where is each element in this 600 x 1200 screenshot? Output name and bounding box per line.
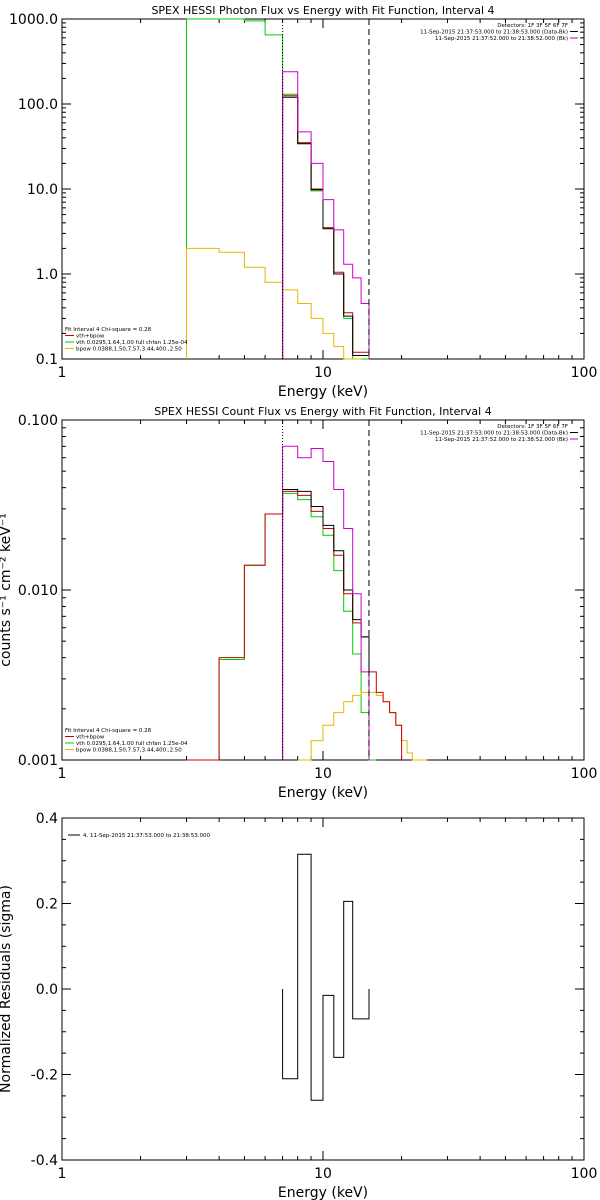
legend-entry: vth+bpow [76, 735, 105, 741]
y-tick-label: 0.0 [36, 982, 58, 998]
chart-panel-3: 1 10 100 Energy (keV) -0.4 -0.2 0.0 0.2 0.4 Norma… [0, 811, 597, 1200]
legend-entry: vth 0.0295,1.64,1.00 full chfan 1.25e-04 [76, 741, 188, 747]
series-vth [186, 492, 377, 761]
x-tick-label: 100 [571, 766, 598, 782]
header-line: 11-Sep-2015 21:37:53.000 to 21:38:53.000… [420, 30, 568, 36]
plot-frame [61, 419, 585, 761]
series-bpow [297, 691, 427, 761]
legend-entry: 4. 11-Sep-2015 21:37:53.000 to 21:38:53.… [83, 833, 210, 839]
y-tick-label: 1.0 [36, 267, 58, 283]
series-data [282, 71, 370, 359]
x-tick-label: 1 [58, 365, 67, 381]
y-tick-label: 10.0 [27, 182, 58, 198]
y-tick-label: 1000.0 [9, 12, 58, 28]
chart-panel-1: SPEX HESSI Photon Flux vs Energy with Fi… [9, 4, 597, 400]
y-tick-label: 0.2 [36, 897, 58, 913]
chart-title: SPEX HESSI Count Flux vs Energy with Fit… [154, 405, 491, 418]
x-axis-label: Energy (keV) [278, 785, 368, 801]
chart-title: SPEX HESSI Photon Flux vs Energy with Fi… [151, 4, 494, 17]
x-axis-label: Energy (keV) [278, 1185, 368, 1200]
series-residuals [282, 853, 370, 1101]
series-vth-bpow [282, 95, 370, 359]
series-bpow [186, 247, 362, 360]
y-tick-label: -0.4 [31, 1153, 58, 1169]
header-line: 11-Sep-2015 21:37:53.000 to 21:38:53.000… [420, 431, 568, 437]
x-tick-label: 100 [571, 1166, 598, 1182]
y-axis-label: counts s⁻¹ cm⁻² keV⁻¹ [0, 513, 14, 667]
x-axis-label: Energy (keV) [278, 384, 368, 400]
header-line: 11-Sep-2015 21:37:52.000 to 21:38:52.000… [435, 36, 568, 42]
legend-entry: Fit Interval 4 Chi-square = 0.28 [65, 327, 152, 333]
header-line: Detectors: 1F 3F 5F 6F 7F [497, 23, 568, 29]
y-tick-label: 0.001 [18, 753, 58, 769]
legend-entry: bpow 0.0388,1.50,7.57,3.44,400.,2.50 [76, 748, 182, 754]
y-tick-label: 100.0 [18, 97, 58, 113]
series-vth [186, 18, 369, 360]
legend-entry: Fit Interval 4 Chi-square = 0.28 [65, 728, 152, 734]
plot-frame [61, 817, 585, 1161]
x-tick-label: 10 [314, 365, 332, 381]
x-tick-label: 100 [571, 365, 598, 381]
legend-entry: bpow 0.0388,1.50,7.57,3.44,400.,2.50 [76, 347, 182, 353]
chart-panel-2: SPEX HESSI Count Flux vs Energy with Fit… [0, 405, 597, 801]
header-line: Detectors: 1F 3F 5F 6F 7F [497, 424, 568, 430]
series-data [282, 445, 370, 760]
x-tick-label: 10 [314, 1166, 332, 1182]
header-line: 11-Sep-2015 21:37:52.000 to 21:38:52.000… [435, 437, 568, 443]
y-tick-label: 0.1 [36, 352, 58, 368]
series-model [282, 489, 370, 760]
y-tick-label: 0.4 [36, 811, 58, 827]
x-tick-label: 1 [58, 766, 67, 782]
x-tick-label: 10 [314, 766, 332, 782]
x-tick-label: 1 [58, 1166, 67, 1182]
y-tick-label: 0.100 [18, 413, 58, 429]
y-axis-label: Normalized Residuals (sigma) [0, 885, 14, 1093]
legend-entry: vth+bpow [76, 334, 105, 340]
legend-entry: vth 0.0295,1.64,1.00 full chfan 1.25e-04 [76, 340, 188, 346]
y-tick-label: 0.010 [18, 583, 58, 599]
y-tick-label: -0.2 [31, 1068, 58, 1084]
